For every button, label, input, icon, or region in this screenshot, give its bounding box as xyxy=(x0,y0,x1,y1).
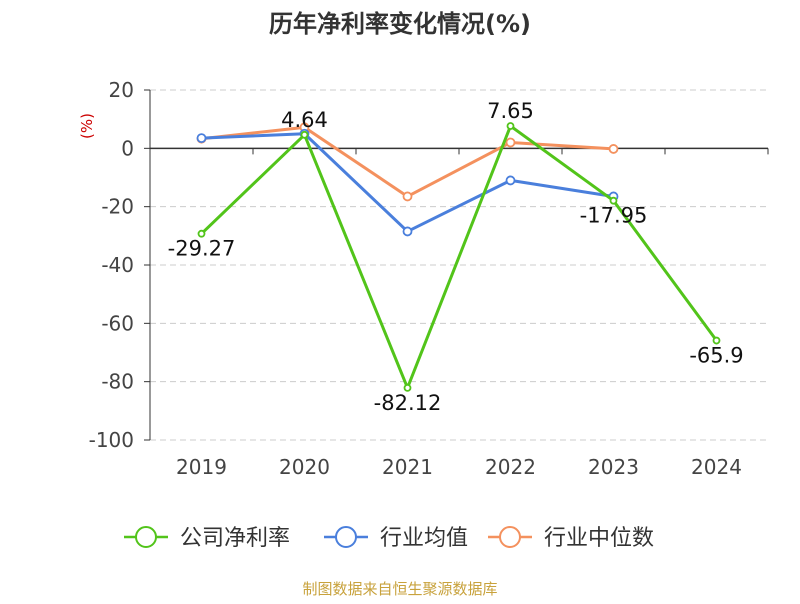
data-label: -17.95 xyxy=(580,204,648,228)
y-axis-unit-label: (%) xyxy=(78,113,96,139)
y-tick-label: -100 xyxy=(89,428,134,452)
legend-label: 行业均值 xyxy=(380,526,468,551)
data-point xyxy=(505,175,516,186)
chart-title: 历年净利率变化情况(%) xyxy=(269,10,531,38)
x-tick-label: 2024 xyxy=(691,455,742,479)
data-label: -82.12 xyxy=(374,391,442,415)
data-labels: -29.27 4.64 -82.12 7.65 -17.95 -65.9 xyxy=(168,99,744,415)
data-point xyxy=(197,229,206,238)
grid-lines xyxy=(150,89,768,441)
data-point xyxy=(608,144,619,154)
legend-label: 公司净利率 xyxy=(180,526,290,551)
axes: 20 0 -20 -40 -60 -80 -100 2019 2020 2021 2022 2023 2… xyxy=(89,78,769,479)
legend-marker xyxy=(499,526,521,548)
data-label: -29.27 xyxy=(168,237,236,261)
x-tick-label: 2019 xyxy=(176,455,227,479)
data-point xyxy=(505,137,516,148)
y-tick-label: 0 xyxy=(121,136,134,160)
legend-marker xyxy=(335,526,357,548)
data-point xyxy=(196,133,207,144)
y-tick-label: -60 xyxy=(101,311,134,335)
data-point xyxy=(402,226,413,237)
y-tick-label: -20 xyxy=(101,195,134,219)
data-label: 4.64 xyxy=(281,108,328,132)
legend: 公司净利率 行业均值 行业中位数 xyxy=(124,526,654,551)
x-tick-label: 2022 xyxy=(485,455,536,479)
x-tick-label: 2020 xyxy=(279,455,330,479)
legend-marker xyxy=(135,526,157,548)
data-point xyxy=(403,383,412,392)
y-tick-label: 20 xyxy=(109,78,134,102)
x-tick-label: 2021 xyxy=(382,455,433,479)
data-point xyxy=(506,122,515,130)
x-tick-label: 2023 xyxy=(588,455,639,479)
data-point xyxy=(609,196,618,205)
data-label: 7.65 xyxy=(487,99,534,123)
source-note: 制图数据来自恒生聚源数据库 xyxy=(302,580,497,598)
legend-label: 行业中位数 xyxy=(544,526,654,551)
y-tick-label: -80 xyxy=(101,370,134,394)
series-line xyxy=(200,124,718,390)
data-point xyxy=(712,336,721,345)
data-point xyxy=(402,191,413,202)
data-label: -65.9 xyxy=(689,344,743,368)
y-tick-label: -40 xyxy=(101,253,134,277)
data-point xyxy=(300,130,309,139)
series-lines xyxy=(196,122,721,392)
